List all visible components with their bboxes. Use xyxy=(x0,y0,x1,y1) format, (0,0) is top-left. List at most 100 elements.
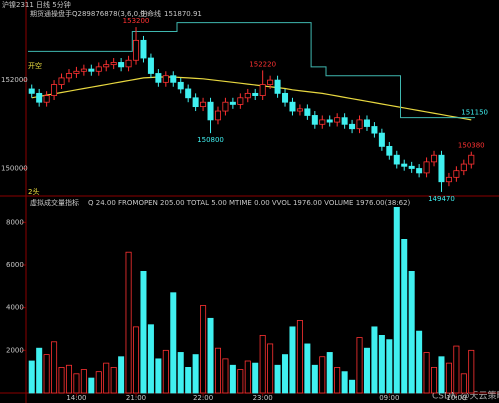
volume-bar xyxy=(259,334,266,394)
volume-bar xyxy=(51,341,58,394)
y-tick-label: 6000 xyxy=(6,261,24,269)
candle-body xyxy=(334,117,341,123)
marker: 2头 xyxy=(28,187,39,196)
candle-body xyxy=(237,97,244,105)
candle-body xyxy=(95,66,102,72)
candle-body xyxy=(349,123,356,130)
ma-line xyxy=(31,76,472,121)
high-label: 150380 xyxy=(458,142,485,150)
volume-bar xyxy=(378,334,385,394)
volume-bar xyxy=(170,292,177,394)
volume-bar xyxy=(88,377,95,394)
candle-body xyxy=(289,101,296,112)
candle-body xyxy=(185,88,192,99)
volume-bar xyxy=(408,270,415,394)
candle-body xyxy=(408,165,415,169)
volume-bar xyxy=(319,356,326,394)
volume-bar xyxy=(95,371,102,394)
candle-body xyxy=(252,92,259,96)
volume-bar xyxy=(349,379,356,394)
volume-bar xyxy=(200,305,207,394)
volume-bar xyxy=(110,366,117,394)
volume-bar xyxy=(267,343,274,394)
volume-bar xyxy=(214,347,221,394)
candle-body xyxy=(110,62,117,66)
low-label: 149470 xyxy=(428,195,455,203)
candle-body xyxy=(36,92,43,103)
candle-body xyxy=(28,88,35,94)
candle-body xyxy=(177,81,184,90)
candle-body xyxy=(319,119,326,125)
candle-body xyxy=(401,163,408,167)
candle-body xyxy=(267,79,274,85)
x-tick-label: 14:00 xyxy=(66,394,86,402)
candle-body xyxy=(229,101,236,105)
volume-bar xyxy=(468,349,475,394)
candle-body xyxy=(453,170,460,178)
volume-bar xyxy=(244,360,251,394)
candle-body xyxy=(386,145,393,156)
candle-body xyxy=(468,154,475,165)
volume-bar xyxy=(207,317,214,394)
volume-bar xyxy=(185,366,192,394)
candle-body xyxy=(296,108,303,112)
volume-bar xyxy=(147,324,154,394)
volume-bar xyxy=(274,364,281,394)
volume-bar xyxy=(311,364,318,394)
candle-body xyxy=(311,115,318,125)
candle-body xyxy=(363,119,370,127)
candle-body xyxy=(259,84,266,96)
low-label: 150800 xyxy=(197,136,224,144)
candle-body xyxy=(192,97,199,108)
volume-bar xyxy=(438,356,445,394)
step-label: 151150 xyxy=(461,109,488,117)
volume-bar xyxy=(326,352,333,394)
volume-bar xyxy=(229,364,236,394)
volume-bar xyxy=(125,251,132,394)
x-tick-label: 22:00 xyxy=(193,394,213,402)
volume-bar xyxy=(65,364,72,394)
subtitle: 期货通操盘手Q289876878(3,6,0,0) xyxy=(30,9,148,18)
volume-bar xyxy=(304,343,311,394)
volume-title: 虚拟成交量指标 xyxy=(30,198,79,207)
volume-bar xyxy=(371,326,378,394)
volume-bar xyxy=(118,356,125,394)
volume-bar xyxy=(363,347,370,394)
candle-body xyxy=(133,39,140,61)
candle-body xyxy=(378,132,385,147)
candle-body xyxy=(274,79,281,94)
volume-bar xyxy=(386,339,393,394)
volume-bar xyxy=(445,362,452,394)
candle-body xyxy=(140,39,147,59)
candle-body xyxy=(326,119,333,123)
x-tick-label: 21:00 xyxy=(126,394,146,402)
candle-body xyxy=(207,101,214,121)
volume-bar xyxy=(43,354,50,394)
volume-bar xyxy=(80,369,87,394)
candle-body xyxy=(125,59,132,68)
volume-bar xyxy=(237,369,244,394)
candle-body xyxy=(155,73,162,83)
volume-bar xyxy=(103,362,110,394)
volume-bar xyxy=(177,352,184,394)
x-tick-label: 10:00 xyxy=(446,394,466,402)
volume-bar xyxy=(423,352,430,394)
candle-body xyxy=(222,101,229,112)
volume-bar xyxy=(155,358,162,394)
volume-bar xyxy=(36,347,43,394)
y-tick-label: 152000 xyxy=(1,76,28,84)
candle-body xyxy=(162,75,169,83)
candle-body xyxy=(460,163,467,172)
candle-body xyxy=(371,126,378,134)
volume-bar xyxy=(296,320,303,394)
volume-bar xyxy=(282,354,289,394)
candle-body xyxy=(58,77,65,85)
volume-bar xyxy=(341,371,348,394)
candle-body xyxy=(304,108,311,116)
y-tick-label: 8000 xyxy=(6,218,24,226)
candle-body xyxy=(200,101,207,108)
candle-body xyxy=(445,176,452,183)
volume-bar xyxy=(28,360,35,394)
candle-body xyxy=(438,154,445,183)
